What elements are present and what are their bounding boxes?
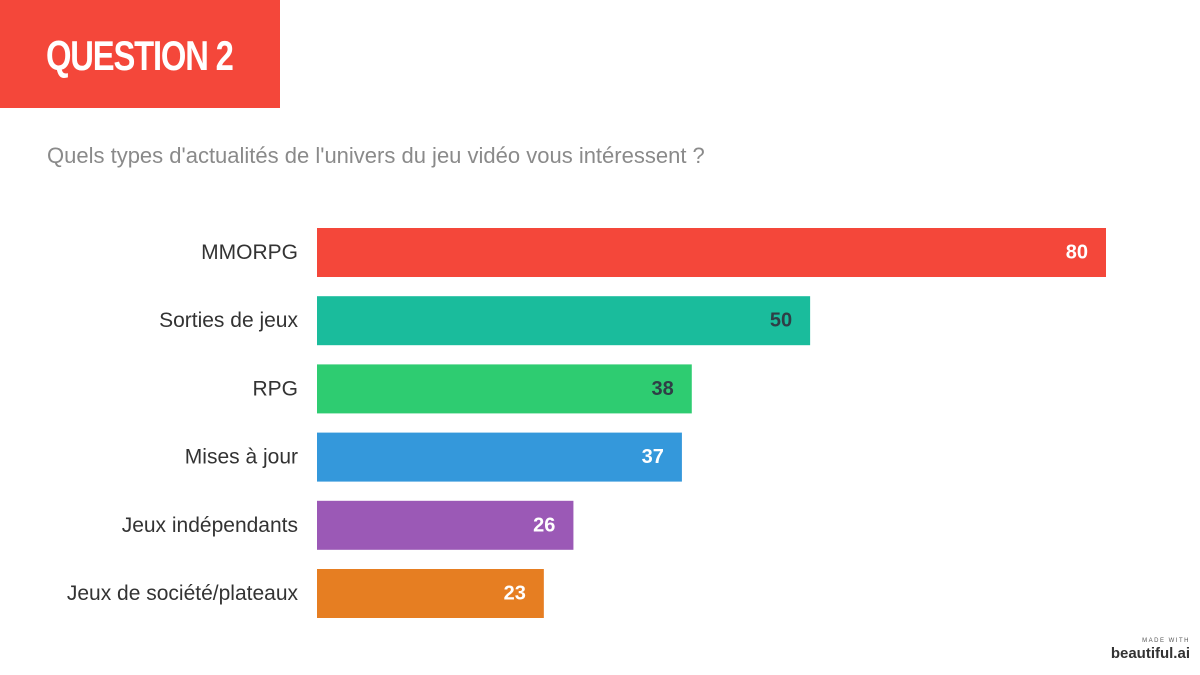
title-block: QUESTION 2	[0, 0, 280, 108]
category-label: MMORPG	[201, 241, 298, 264]
bar	[317, 296, 811, 346]
value-label: 50	[770, 310, 792, 332]
page-title: QUESTION 2	[46, 32, 234, 79]
category-label: RPG	[252, 377, 298, 400]
value-label: 23	[504, 583, 526, 605]
bar	[317, 228, 1106, 277]
value-label: 26	[533, 514, 555, 536]
branding: MADE WITH beautiful.ai	[1111, 637, 1190, 663]
category-label: Sorties de jeux	[159, 309, 298, 332]
value-label: 38	[652, 378, 674, 400]
category-label: Jeux indépendants	[122, 514, 298, 537]
brand-logo-text: beautiful.ai	[1110, 645, 1190, 662]
made-with-label: MADE WITH	[1142, 638, 1190, 644]
question-subtitle: Quels types d'actualités de l'univers du…	[47, 143, 705, 168]
bar	[317, 364, 692, 414]
value-label: 37	[642, 446, 664, 468]
bar	[317, 432, 682, 482]
bars-group: MMORPG 80 Sorties de jeux 50 RPG 38 Mises à jo…	[67, 228, 1106, 618]
value-label: 80	[1066, 242, 1088, 264]
category-label: Jeux de société/plateaux	[67, 582, 299, 605]
category-label: Mises à jour	[185, 446, 298, 469]
bar	[317, 569, 544, 618]
bar	[317, 500, 574, 550]
